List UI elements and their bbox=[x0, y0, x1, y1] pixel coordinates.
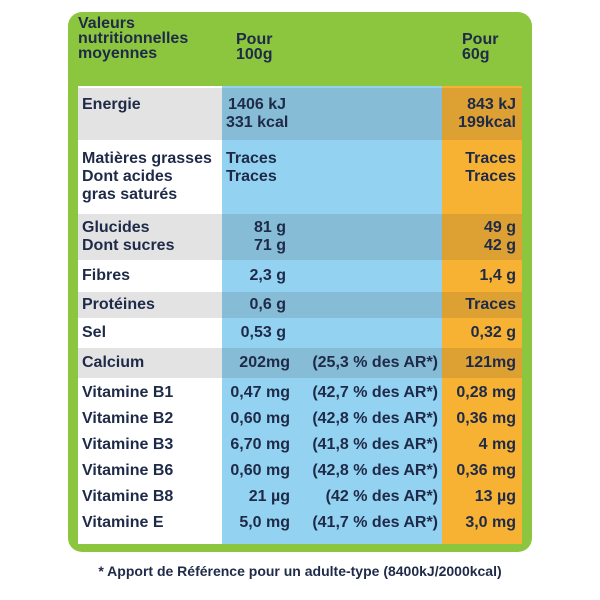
reference-intake: (41,7 % des AR*) bbox=[312, 514, 438, 531]
per60-column bbox=[442, 86, 522, 544]
header-label: Valeurs bbox=[78, 15, 135, 32]
per60-value: 121mg bbox=[465, 354, 516, 371]
per60-value: 199kcal bbox=[458, 114, 516, 131]
per100-value: 0,60 mg bbox=[230, 462, 290, 479]
per60-value: Traces bbox=[465, 296, 516, 313]
row-label: Vitamine B3 bbox=[82, 436, 174, 453]
per60-value: 0,28 mg bbox=[456, 384, 516, 401]
per100-value: 6,70 mg bbox=[230, 436, 290, 453]
row-label: Calcium bbox=[82, 354, 145, 371]
per100-column bbox=[222, 86, 442, 544]
row-band bbox=[78, 214, 522, 260]
per100-value: 0,6 g bbox=[249, 296, 286, 313]
per100-value: 81 g bbox=[253, 219, 286, 236]
per100-value: 331 kcal bbox=[226, 114, 289, 131]
row-label: Protéines bbox=[82, 296, 155, 313]
row-label: Vitamine E bbox=[82, 514, 164, 531]
per100-value: Traces bbox=[226, 168, 277, 185]
per60-value: 42 g bbox=[483, 237, 516, 254]
reference-intake: (42 % des AR*) bbox=[325, 488, 438, 505]
per60-value: 49 g bbox=[483, 219, 516, 236]
row-band bbox=[78, 348, 522, 378]
per100-value: 0,53 g bbox=[240, 324, 286, 341]
header-per100: 100g bbox=[236, 46, 273, 63]
row-label: Fibres bbox=[82, 267, 131, 284]
header-per60: Pour bbox=[462, 31, 499, 48]
footnote: * Apport de Référence pour un adulte-typ… bbox=[98, 563, 502, 579]
row-label: gras saturés bbox=[82, 186, 178, 203]
row-label: Vitamine B1 bbox=[82, 384, 174, 401]
header-per60: 60g bbox=[462, 46, 490, 63]
per60-value: 3,0 mg bbox=[465, 514, 516, 531]
header-label: moyennes bbox=[78, 45, 158, 62]
per100-value: 21 µg bbox=[248, 488, 290, 505]
per60-value: Traces bbox=[465, 168, 516, 185]
row-label: Energie bbox=[82, 96, 141, 113]
row-band bbox=[78, 292, 522, 318]
per100-value: Traces bbox=[226, 150, 277, 167]
per60-value: 0,32 g bbox=[470, 324, 516, 341]
header-per100: Pour bbox=[236, 31, 273, 48]
row-label: Glucides bbox=[82, 219, 150, 236]
per60-value: 843 kJ bbox=[467, 96, 516, 113]
row-label: Vitamine B2 bbox=[82, 410, 174, 427]
row-label: Vitamine B6 bbox=[82, 462, 174, 479]
per100-value: 0,47 mg bbox=[230, 384, 290, 401]
per60-value: 1,4 g bbox=[479, 267, 516, 284]
row-label: Sel bbox=[82, 324, 107, 341]
per60-value: 0,36 mg bbox=[456, 462, 516, 479]
row-label: Matières grasses bbox=[82, 150, 212, 167]
per60-value: Traces bbox=[465, 150, 516, 167]
per60-value: 13 µg bbox=[474, 488, 516, 505]
row-band bbox=[78, 88, 522, 140]
reference-intake: (42,7 % des AR*) bbox=[312, 384, 438, 401]
per100-value: 0,60 mg bbox=[230, 410, 290, 427]
row-label: Vitamine B8 bbox=[82, 488, 174, 505]
per100-value: 202mg bbox=[239, 354, 290, 371]
per100-value: 71 g bbox=[253, 237, 286, 254]
row-label: Dont acides bbox=[82, 168, 173, 185]
per60-value: 0,36 mg bbox=[456, 410, 516, 427]
per100-value: 2,3 g bbox=[249, 267, 286, 284]
header-label: nutritionnelles bbox=[78, 30, 189, 47]
reference-intake: (42,8 % des AR*) bbox=[312, 462, 438, 479]
per100-value: 1406 kJ bbox=[228, 96, 286, 113]
reference-intake: (25,3 % des AR*) bbox=[312, 354, 438, 371]
reference-intake: (42,8 % des AR*) bbox=[312, 410, 438, 427]
per100-value: 5,0 mg bbox=[239, 514, 290, 531]
row-label: Dont sucres bbox=[82, 237, 175, 254]
reference-intake: (41,8 % des AR*) bbox=[312, 436, 438, 453]
per60-value: 4 mg bbox=[478, 436, 516, 453]
